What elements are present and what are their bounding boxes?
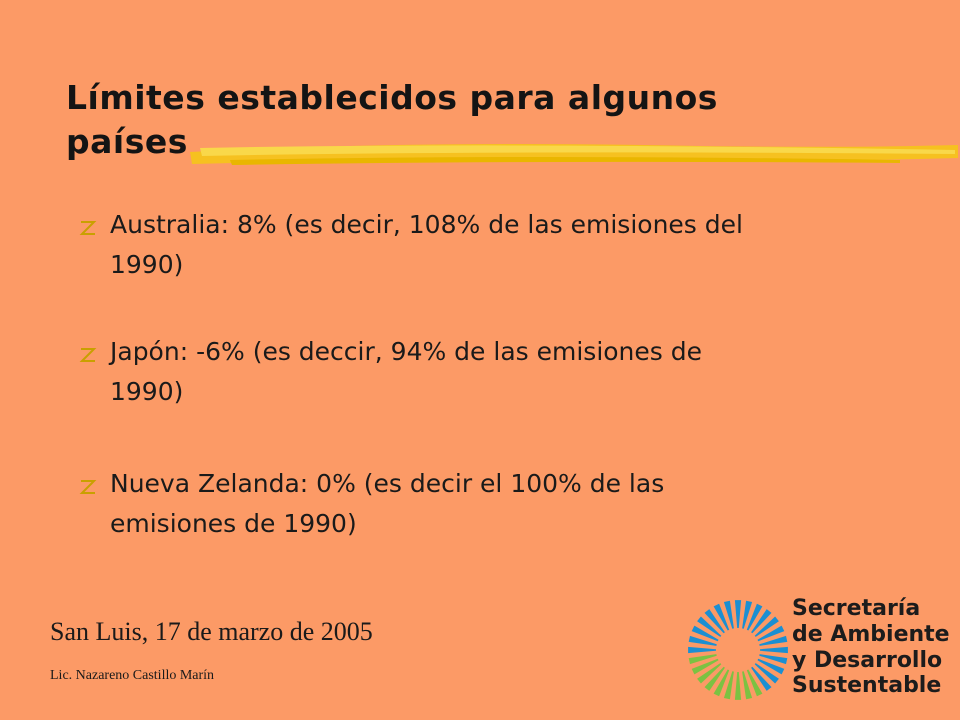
title-line: países xyxy=(66,122,188,161)
highlight-stroke xyxy=(190,144,958,165)
logo-ray xyxy=(713,669,730,697)
logo-ray xyxy=(754,616,779,637)
logo-ray xyxy=(760,646,788,654)
logo-text: de Ambiente xyxy=(792,622,950,647)
logo-ray xyxy=(734,600,742,628)
logo-ray xyxy=(723,600,734,629)
logo-ray xyxy=(742,671,753,700)
bullet-marker xyxy=(79,480,97,494)
bullet-text: emisiones de 1990) xyxy=(110,509,357,538)
bullet-text: Australia: 8% (es decir, 108% de las emi… xyxy=(110,210,743,239)
logo-ray xyxy=(754,663,779,684)
logo-ray xyxy=(757,658,785,675)
footer-date: San Luis, 17 de marzo de 2005 xyxy=(50,617,373,646)
bullet-text: Japón: -6% (es deccir, 94% de las emisio… xyxy=(110,337,703,366)
logo-ray xyxy=(751,609,772,634)
logo-ray xyxy=(688,646,716,654)
bullet-marker xyxy=(79,221,97,235)
logo-ray xyxy=(688,635,717,646)
bullet-text: 1990) xyxy=(110,377,184,406)
logo-ray xyxy=(742,600,753,629)
logo-ray xyxy=(759,654,788,665)
logo-ray xyxy=(697,663,722,684)
logo-text: Sustentable xyxy=(792,673,942,698)
logo-ray xyxy=(751,666,772,691)
logo-ray xyxy=(759,635,788,646)
logo-ray xyxy=(697,616,722,637)
logo-ray xyxy=(691,658,719,675)
logo-ray xyxy=(746,603,763,631)
logo-ray xyxy=(691,625,719,642)
bullet-text: Nueva Zelanda: 0% (es decir el 100% de l… xyxy=(110,469,665,498)
logo-ray xyxy=(757,625,785,642)
logo-ray xyxy=(713,603,730,631)
logo-ray xyxy=(688,654,717,665)
logo-ray xyxy=(723,671,734,700)
logo-text: Secretaría xyxy=(792,596,921,621)
logo-ray xyxy=(704,609,725,634)
title-line: Límites establecidos para algunos xyxy=(66,78,718,117)
bullet-text: 1990) xyxy=(110,250,184,279)
logo-ray xyxy=(746,669,763,697)
logo-text: y Desarrollo xyxy=(792,648,943,673)
footer-author: Lic. Nazareno Castillo Marín xyxy=(50,668,215,683)
logo-ray xyxy=(704,666,725,691)
bullet-marker xyxy=(79,348,97,362)
logo-emblem xyxy=(688,600,788,700)
logo-ray xyxy=(734,672,742,700)
